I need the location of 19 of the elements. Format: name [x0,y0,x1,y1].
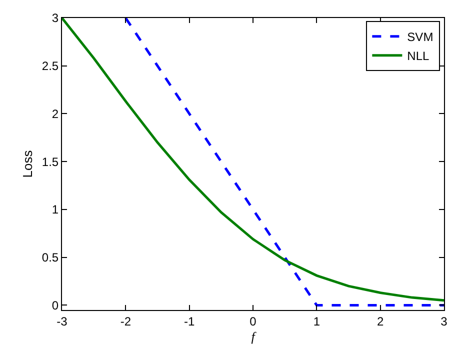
y-tick-label: 3 [52,11,59,26]
y-tick-label: 0.5 [42,250,59,265]
y-tick-label: 2 [52,106,59,121]
x-tick-label: -3 [56,314,68,328]
x-tick-label: -2 [120,314,132,328]
y-tick-label: 0 [52,298,59,312]
line-series [62,18,444,302]
legend-label: NLL [407,49,430,64]
x-tick-label: 2 [376,314,384,328]
legend-label: SVM [407,30,434,44]
x-tick-label: -1 [184,314,195,328]
y-tick-label: 2.5 [42,59,59,74]
x-tick-label: 3 [440,314,448,328]
x-tick-label: 0 [250,314,257,328]
x-axis-title: f [251,329,258,344]
y-tick-label: 1.5 [42,154,59,169]
y-tick-label: 1 [52,202,59,217]
y-axis-title: Loss [20,150,35,178]
x-tick-label: 1 [313,314,320,328]
